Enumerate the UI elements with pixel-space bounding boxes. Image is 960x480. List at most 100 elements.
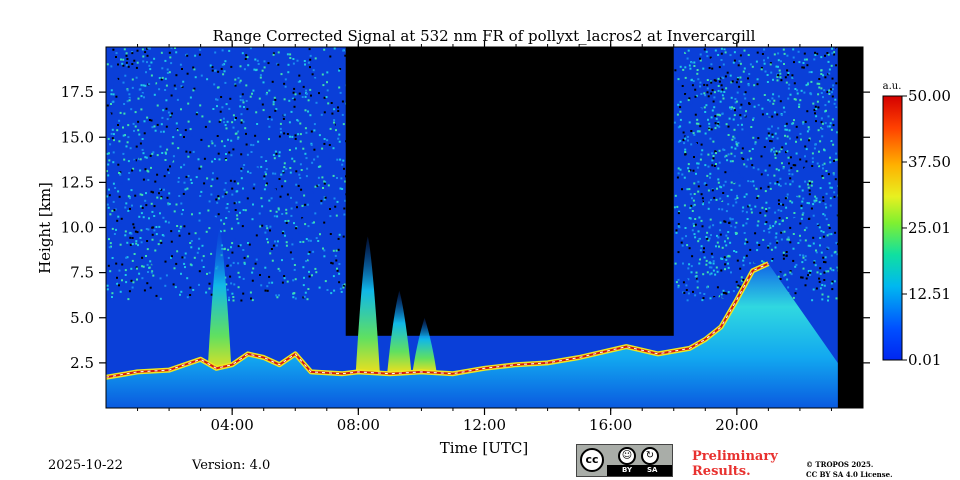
noise-pixel: [107, 198, 110, 201]
noise-pixel: [155, 233, 158, 236]
noise-pixel: [775, 232, 778, 235]
noise-pixel: [740, 103, 743, 106]
noise-pixel: [218, 78, 221, 81]
noise-pixel: [220, 86, 223, 89]
noise-pixel: [777, 127, 780, 130]
noise-pixel: [153, 93, 156, 96]
noise-pixel: [750, 211, 753, 214]
noise-pixel: [180, 202, 183, 205]
noise-pixel: [756, 249, 759, 252]
noise-pixel: [819, 272, 822, 275]
noise-pixel: [342, 235, 345, 238]
noise-pixel: [684, 153, 687, 156]
noise-pixel: [144, 84, 147, 87]
noise-pixel: [336, 158, 339, 161]
noise-pixel: [261, 129, 264, 132]
noise-pixel: [191, 149, 194, 151]
noise-pixel: [835, 297, 838, 300]
noise-pixel: [313, 274, 316, 277]
noise-pixel: [242, 120, 245, 123]
noise-pixel: [107, 137, 110, 140]
noise-pixel: [153, 215, 156, 217]
noise-pixel: [241, 167, 244, 170]
noise-pixel: [131, 52, 134, 55]
noise-pixel: [811, 152, 814, 155]
noise-pixel: [734, 198, 737, 201]
noise-pixel: [120, 182, 123, 185]
noise-pixel: [123, 112, 126, 115]
noise-pixel: [300, 61, 303, 64]
noise-pixel: [316, 213, 319, 216]
noise-pixel: [241, 93, 244, 96]
noise-pixel: [747, 54, 750, 56]
noise-pixel: [151, 238, 154, 241]
noise-pixel: [763, 62, 766, 65]
y-tick-label: 5.0: [70, 309, 94, 327]
noise-pixel: [712, 272, 715, 275]
noise-pixel: [194, 76, 197, 79]
noise-pixel: [183, 256, 186, 259]
noise-pixel: [272, 244, 275, 247]
noise-pixel: [725, 111, 728, 114]
noise-pixel: [686, 279, 688, 282]
noise-pixel: [172, 136, 175, 139]
noise-pixel: [232, 299, 235, 302]
noise-pixel: [189, 263, 192, 266]
noise-pixel: [715, 198, 718, 201]
noise-pixel: [335, 214, 338, 217]
noise-pixel: [820, 69, 823, 72]
noise-pixel: [170, 47, 173, 50]
noise-pixel: [197, 247, 200, 250]
noise-pixel: [816, 271, 819, 274]
noise-pixel: [312, 250, 315, 253]
noise-pixel: [729, 269, 732, 272]
noise-pixel: [693, 61, 696, 64]
noise-pixel: [148, 217, 150, 220]
noise-pixel: [308, 270, 310, 273]
noise-pixel: [695, 271, 698, 274]
noise-pixel: [695, 122, 698, 125]
noise-pixel: [736, 197, 739, 199]
noise-pixel: [696, 118, 699, 121]
noise-pixel: [730, 152, 733, 155]
noise-pixel: [311, 222, 314, 224]
noise-pixel: [795, 197, 798, 200]
noise-pixel: [697, 230, 700, 233]
noise-pixel: [300, 169, 303, 171]
noise-pixel: [299, 163, 302, 166]
noise-pixel: [186, 72, 189, 75]
noise-pixel: [818, 86, 821, 89]
noise-pixel: [127, 124, 130, 127]
noise-pixel: [229, 275, 232, 278]
noise-pixel: [745, 193, 748, 196]
noise-pixel: [234, 49, 236, 52]
noise-pixel: [187, 175, 190, 177]
noise-pixel: [792, 247, 795, 250]
noise-pixel: [122, 58, 125, 61]
noise-pixel: [144, 168, 147, 171]
noise-pixel: [239, 244, 242, 247]
noise-pixel: [300, 188, 303, 191]
noise-pixel: [210, 170, 213, 173]
noise-pixel: [825, 206, 828, 209]
noise-pixel: [703, 106, 706, 109]
noise-pixel: [283, 277, 286, 280]
noise-pixel: [256, 166, 259, 169]
noise-pixel: [789, 156, 792, 159]
noise-pixel: [694, 277, 697, 280]
noise-pixel: [819, 237, 822, 239]
noise-pixel: [735, 100, 738, 103]
noise-pixel: [782, 167, 785, 170]
no-data-regions: [345, 47, 863, 408]
noise-pixel: [283, 98, 286, 101]
noise-pixel: [724, 180, 727, 183]
noise-pixel: [817, 110, 820, 113]
noise-pixel: [782, 219, 784, 222]
noise-pixel: [334, 254, 337, 257]
noise-pixel: [263, 177, 266, 180]
noise-pixel: [230, 154, 233, 157]
noise-pixel: [307, 259, 310, 262]
noise-pixel: [682, 291, 685, 294]
noise-pixel: [800, 217, 803, 220]
noise-pixel: [679, 106, 682, 109]
